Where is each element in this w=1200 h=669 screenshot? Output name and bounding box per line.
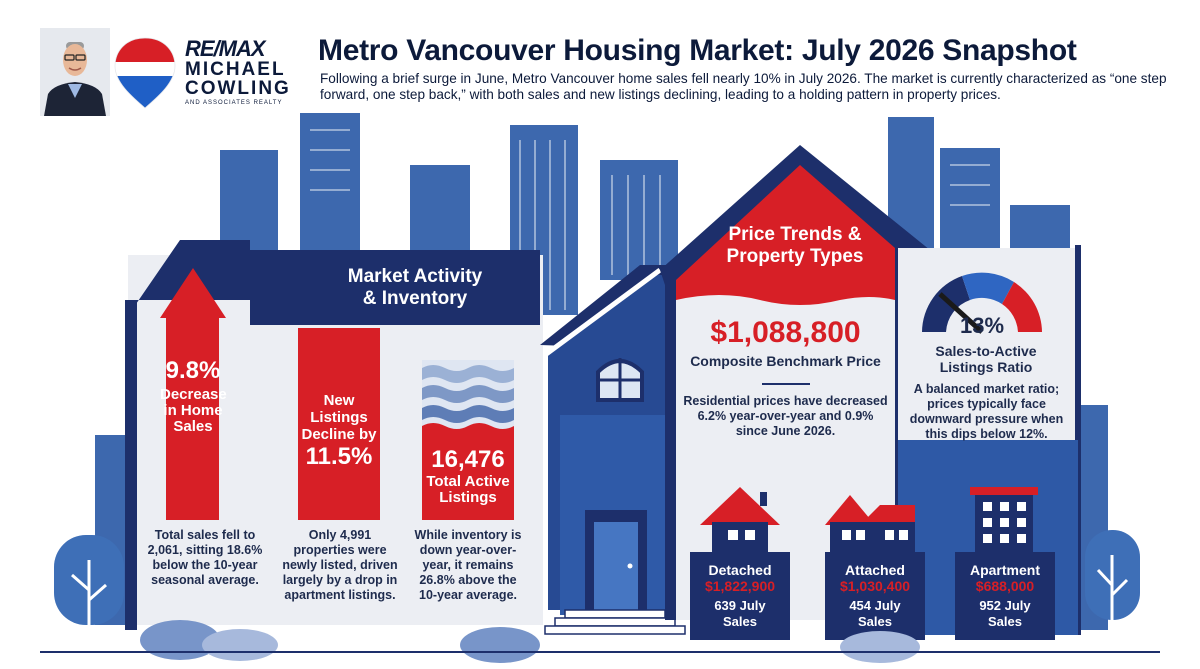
property-sales-line2: Sales — [723, 614, 757, 629]
sales-stat: 9.8% Decrease in Home Sales — [160, 357, 227, 435]
price-trends-title-line1: Price Trends & — [728, 224, 862, 245]
page-subtitle: Following a brief surge in June, Metro V… — [320, 71, 1167, 102]
property-sales-line2: Sales — [858, 614, 892, 629]
active-listings-note-line1: While inventory is — [414, 528, 522, 542]
property-card-attached: Attached $1,030,400 454 July Sales — [825, 562, 925, 630]
price-trends-note: Residential prices have decreased 6.2% y… — [676, 394, 895, 439]
ratio-label-line1: Sales-to-Active — [935, 343, 1037, 359]
property-name: Attached — [845, 562, 905, 578]
ratio-label-line2: Listings Ratio — [939, 359, 1033, 375]
property-price: $688,000 — [975, 578, 1035, 594]
apartment-building-icon — [970, 487, 1038, 552]
new-listings-note: Only 4,991 properties were newly listed,… — [280, 528, 400, 603]
sales-note: Total sales fell to 2,061, sitting 18.6%… — [140, 528, 270, 588]
market-activity-title-line1: Market Activity — [347, 266, 483, 287]
ratio-label: Sales-to-Active Listings Ratio — [906, 343, 1066, 375]
price-trends-note-line2: 6.2% year-over-year and 0.9% — [697, 409, 874, 423]
logo-tagline: AND ASSOCIATES REALTY — [185, 100, 283, 106]
property-price: $1,030,400 — [839, 578, 911, 594]
property-sales-line2: Sales — [988, 614, 1022, 629]
sales-note-line3: below the 10-year — [152, 558, 258, 572]
price-trends-note-line3: since June 2026. — [735, 424, 836, 438]
ratio-gauge-icon — [922, 272, 1042, 334]
new-listings-note-line5: apartment listings. — [284, 588, 396, 602]
ratio-note: A balanced market ratio; prices typicall… — [904, 382, 1069, 442]
property-card-apartment: Apartment $688,000 952 July Sales — [955, 562, 1055, 630]
property-name: Apartment — [969, 562, 1040, 578]
new-listings-note-line3: newly listed, driven — [282, 558, 398, 572]
active-listings-label-line1: Total Active — [426, 473, 510, 490]
logo-brand: RE/MAX — [185, 36, 266, 61]
active-listings-note-line3: year, it remains — [422, 558, 514, 572]
active-listings-note-line4: 26.8% above the — [419, 573, 517, 587]
active-listings-note-line2: down year-over- — [419, 543, 517, 557]
sales-label-line2: in Home — [163, 402, 223, 419]
new-listings-label-line3: Decline by — [301, 426, 377, 443]
remax-balloon-logo — [114, 37, 176, 109]
sales-note-line2: 2,061, sitting 18.6% — [147, 543, 263, 557]
new-listings-value: 11.5% — [305, 443, 373, 470]
sales-label-line1: Decrease — [160, 386, 227, 403]
new-listings-note-line1: Only 4,991 — [308, 528, 372, 542]
ratio-note-line2: prices typically face — [927, 397, 1046, 411]
sales-note-line4: seasonal average. — [151, 573, 259, 587]
sales-note-line1: Total sales fell to — [154, 528, 256, 542]
page-title: Metro Vancouver Housing Market: July 202… — [318, 34, 1077, 67]
active-listings-note-line5: 10-year average. — [419, 588, 517, 602]
new-listings-note-line4: largely by a drop in — [282, 573, 398, 587]
ratio-value: 13% — [959, 313, 1005, 338]
property-name: Detached — [708, 562, 772, 578]
benchmark-price-label: Composite Benchmark Price — [690, 353, 881, 369]
market-activity-title: Market Activity & Inventory — [305, 266, 525, 310]
market-activity-title-line2: & Inventory — [362, 288, 468, 309]
active-listings-label-line2: Listings — [439, 489, 497, 506]
property-sales-line1: 639 July — [714, 598, 766, 613]
logo-name-line1: MICHAEL — [185, 59, 286, 80]
new-listings-stat: New Listings Decline by 11.5% — [298, 392, 380, 471]
sales-label-line3: Sales — [173, 418, 213, 435]
ratio-note-line1: A balanced market ratio; — [913, 382, 1060, 396]
price-trends-note-line1: Residential prices have decreased — [683, 394, 888, 408]
logo-name-line2: COWLING — [185, 78, 291, 99]
ratio-note-line3: downward pressure when — [909, 412, 1064, 426]
new-listings-label-line1: New — [323, 392, 355, 409]
sales-decrease-value: 9.8% — [165, 357, 221, 384]
price-trends-title-line2: Property Types — [726, 246, 864, 267]
tree-right-icon — [1085, 530, 1140, 640]
active-listings-stat: 16,476 Total Active Listings — [422, 446, 514, 506]
property-sales-line1: 952 July — [979, 598, 1031, 613]
detached-house-icon — [700, 487, 780, 552]
price-trends-title: Price Trends & Property Types — [700, 224, 890, 268]
agent-photo — [40, 28, 110, 116]
townhouse-icon — [825, 495, 915, 552]
benchmark-price-value: $1,088,800 — [710, 316, 861, 349]
property-price: $1,822,900 — [704, 578, 776, 594]
tree-left-icon — [54, 535, 124, 640]
active-listings-value: 16,476 — [431, 446, 505, 473]
property-sales-line1: 454 July — [849, 598, 901, 613]
active-listings-note: While inventory is down year-over- year,… — [408, 528, 528, 603]
property-card-detached: Detached $1,822,900 639 July Sales — [690, 562, 790, 630]
brand-logo: RE/MAX MICHAEL COWLING AND ASSOCIATES RE… — [185, 36, 310, 107]
new-listings-note-line2: properties were — [293, 543, 387, 557]
new-listings-label-line2: Listings — [310, 409, 368, 426]
ratio-note-line4: this dips below 12%. — [925, 427, 1048, 441]
